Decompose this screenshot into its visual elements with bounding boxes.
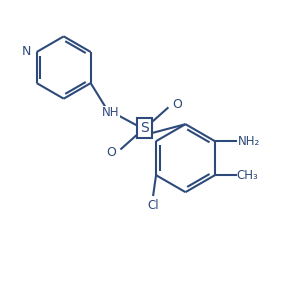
- Text: NH₂: NH₂: [238, 135, 260, 148]
- Text: S: S: [140, 122, 149, 135]
- Text: O: O: [173, 98, 183, 111]
- Text: N: N: [22, 46, 31, 58]
- Text: O: O: [106, 146, 116, 159]
- Text: Cl: Cl: [147, 199, 159, 212]
- Text: NH: NH: [102, 106, 119, 119]
- Text: CH₃: CH₃: [236, 169, 258, 182]
